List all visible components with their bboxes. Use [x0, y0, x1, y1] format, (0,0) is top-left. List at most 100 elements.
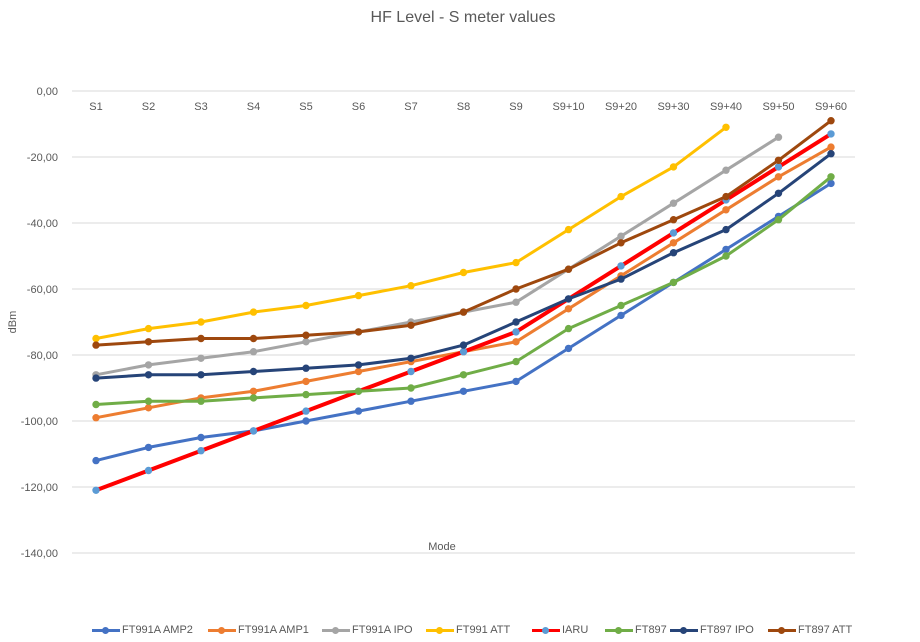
x-tick-label: S7 — [404, 101, 417, 113]
legend-label: FT991A AMP2 — [122, 624, 193, 636]
x-axis-label: Mode — [428, 541, 456, 553]
data-point — [249, 348, 258, 356]
legend-item: FT991A AMP2 — [92, 621, 193, 639]
data-point — [92, 374, 100, 382]
data-point — [827, 117, 835, 125]
data-point — [669, 249, 678, 257]
legend-item: FT897 — [605, 621, 667, 639]
data-point — [407, 367, 415, 376]
data-point — [197, 433, 205, 442]
data-point — [302, 331, 310, 339]
data-point — [197, 371, 205, 379]
data-point — [407, 384, 415, 392]
legend-swatch — [605, 621, 633, 639]
x-tick-label: S5 — [299, 101, 312, 113]
data-point — [407, 282, 415, 290]
data-point — [302, 377, 310, 386]
data-point — [774, 133, 783, 141]
data-point — [354, 328, 363, 336]
legend-swatch — [670, 621, 698, 639]
y-tick-label: -40,00 — [27, 218, 58, 230]
data-point — [512, 377, 520, 386]
legend-item: FT897 ATT — [768, 621, 852, 639]
legend-item: FT897 IPO — [670, 621, 754, 639]
data-point — [144, 397, 153, 405]
data-point — [459, 341, 468, 349]
data-point — [354, 407, 363, 415]
data-point — [144, 338, 153, 346]
x-tick-label: S4 — [247, 101, 260, 113]
legend-label: FT991A IPO — [352, 624, 413, 636]
data-point — [144, 404, 153, 412]
data-point — [249, 394, 258, 402]
x-tick-label: S9+20 — [605, 101, 637, 113]
y-tick-label: -60,00 — [27, 284, 58, 296]
data-point — [459, 348, 468, 356]
x-tick-label: S1 — [89, 101, 102, 113]
series-line — [94, 175, 833, 406]
data-point — [512, 258, 520, 267]
legend-swatch — [426, 621, 454, 639]
legend-label: FT991 ATT — [456, 624, 511, 636]
data-point — [722, 252, 730, 260]
x-tick-label: S9+10 — [552, 101, 584, 113]
data-point — [459, 371, 468, 379]
data-point — [827, 173, 835, 181]
data-point — [564, 265, 573, 273]
data-point — [249, 334, 258, 343]
data-point — [512, 298, 520, 306]
data-point — [354, 291, 363, 300]
data-point — [92, 456, 100, 465]
legend-swatch — [532, 621, 560, 639]
data-point — [774, 216, 783, 224]
data-point — [144, 361, 153, 369]
data-point — [459, 268, 468, 277]
data-point — [197, 447, 205, 455]
data-point — [197, 318, 205, 326]
data-point — [249, 367, 258, 376]
data-point — [617, 232, 625, 240]
data-point — [669, 216, 678, 224]
data-point — [564, 305, 573, 313]
x-tick-label: S9+30 — [657, 101, 689, 113]
legend-label: FT897 IPO — [700, 624, 754, 636]
data-point — [354, 361, 363, 369]
data-point — [512, 318, 520, 326]
y-tick-label: -20,00 — [27, 152, 58, 164]
y-tick-label: -140,00 — [21, 548, 58, 560]
data-point — [249, 427, 258, 435]
data-point — [407, 397, 415, 405]
x-tick-label: S6 — [352, 101, 365, 113]
legend: FT991A AMP2 FT991A AMP1 FT991A IPO FT991 AT… — [0, 621, 920, 639]
series-ft991-att — [92, 123, 730, 343]
y-tick-label: -80,00 — [27, 350, 58, 362]
data-point — [302, 417, 310, 425]
data-point — [459, 308, 468, 316]
legend-label: FT991A AMP1 — [238, 624, 309, 636]
y-tick-label: -120,00 — [21, 482, 58, 494]
series-ft897 — [92, 173, 835, 409]
chart-title: HF Level - S meter values — [371, 9, 556, 26]
legend-label: IARU — [562, 624, 589, 636]
data-point — [617, 192, 625, 201]
data-point — [92, 334, 100, 343]
data-point — [197, 354, 205, 362]
data-point — [354, 387, 363, 395]
legend-swatch — [322, 621, 350, 639]
series-line — [94, 135, 780, 377]
series-ft991a-ipo — [92, 133, 783, 379]
y-tick-label: -100,00 — [21, 416, 58, 428]
legend-item: FT991A IPO — [322, 621, 413, 639]
data-point — [827, 143, 835, 151]
data-point — [827, 150, 835, 158]
y-axis-ticks: 0,00 -20,00 -40,00 -60,00 -80,00 -100,00 -120,… — [21, 86, 58, 560]
data-point — [617, 311, 625, 320]
data-point — [722, 192, 730, 201]
legend-label: FT897 — [635, 624, 667, 636]
data-point — [354, 367, 363, 376]
legend-label: FT897 ATT — [798, 624, 853, 636]
data-point — [512, 285, 520, 293]
legend-item: IARU — [532, 621, 588, 639]
data-point — [722, 123, 730, 132]
